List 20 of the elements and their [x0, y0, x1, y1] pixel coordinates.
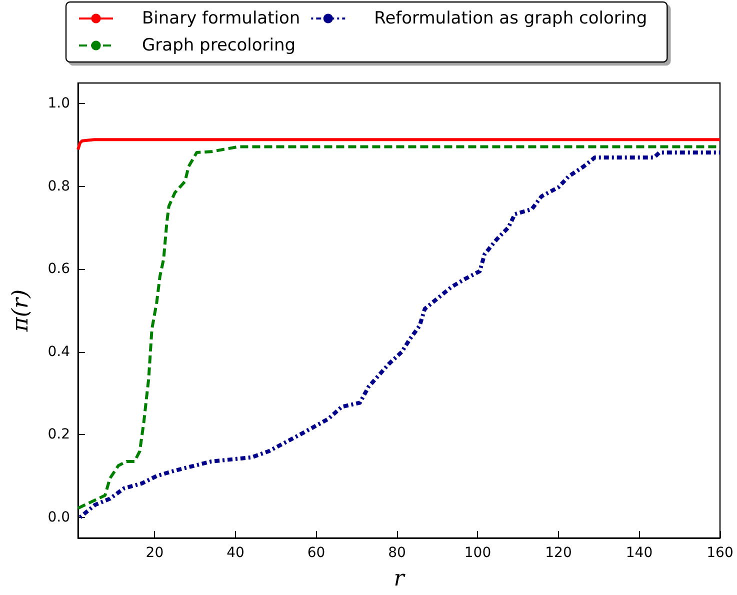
line-series — [76, 138, 722, 152]
y-tick-label: 0.0 — [48, 509, 70, 526]
x-tick-label: 100 — [464, 545, 492, 561]
y-tick-label: 0.6 — [48, 261, 70, 278]
legend-label: Binary formulation — [142, 8, 300, 28]
y-axis-title: π(r) — [8, 289, 34, 333]
x-tick-label: 140 — [626, 545, 653, 561]
x-tick-label: 40 — [226, 545, 244, 561]
x-axis-title: r — [394, 566, 406, 592]
legend-label: Reformulation as graph coloring — [374, 8, 648, 28]
y-tick-label: 0.2 — [48, 426, 70, 443]
y-tick-label: 0.4 — [48, 344, 70, 360]
x-tick-label: 80 — [388, 545, 406, 561]
x-tick-label: 60 — [307, 545, 326, 561]
y-tick-label: 0.8 — [48, 178, 70, 194]
x-tick-label: 20 — [146, 545, 164, 561]
y-tick-label: 1.0 — [48, 96, 70, 112]
legend-label: Graph precoloring — [142, 36, 296, 56]
x-tick-label: 120 — [545, 545, 572, 561]
x-tick-label: 160 — [706, 545, 734, 561]
